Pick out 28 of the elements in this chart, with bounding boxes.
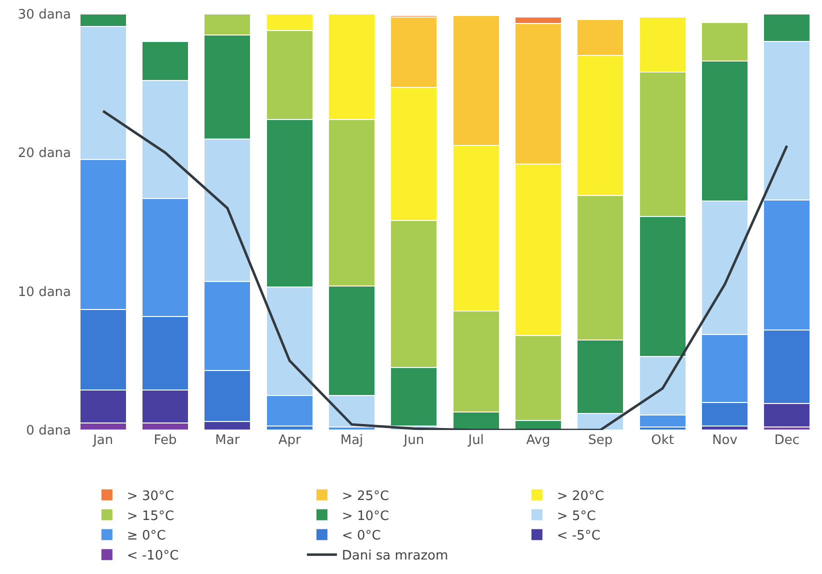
- x-tick-label: Okt: [651, 433, 674, 448]
- x-tick-label: Sep: [588, 433, 613, 448]
- legend-label: ≥ 0°C: [126, 528, 166, 544]
- legend-label: < -5°C: [556, 528, 600, 544]
- x-tick-label: Avg: [526, 433, 550, 448]
- legend-label: > 10°C: [342, 508, 390, 524]
- x-tick-label: Dec: [774, 433, 800, 448]
- y-tick-label: 20 dana: [18, 146, 71, 162]
- y-tick-label: 0 dana: [26, 424, 71, 439]
- x-tick-label: Jun: [402, 433, 424, 448]
- legend-label: > 5°C: [556, 508, 596, 524]
- legend-label: Dani sa mrazom: [342, 548, 448, 564]
- line-series: [102, 110, 788, 430]
- y-tick-label: 30 dana: [18, 8, 71, 23]
- x-tick-label: Mar: [215, 433, 240, 448]
- legend-label: < -10°C: [126, 548, 179, 564]
- x-tick-label: Jul: [467, 433, 484, 448]
- x-tick-label: Apr: [278, 433, 302, 448]
- legend-label: > 30°C: [126, 488, 174, 504]
- legend-label: < 0°C: [342, 528, 381, 544]
- legend-label: > 15°C: [126, 508, 174, 524]
- x-tick-label: Maj: [340, 433, 364, 448]
- x-tick-label: Nov: [712, 433, 738, 448]
- y-tick-label: 10 dana: [18, 284, 71, 300]
- legend-label: > 25°C: [342, 488, 390, 504]
- legend-label: > 20°C: [556, 488, 604, 504]
- x-tick-label: Jan: [92, 433, 114, 448]
- x-tick-label: Feb: [154, 433, 177, 448]
